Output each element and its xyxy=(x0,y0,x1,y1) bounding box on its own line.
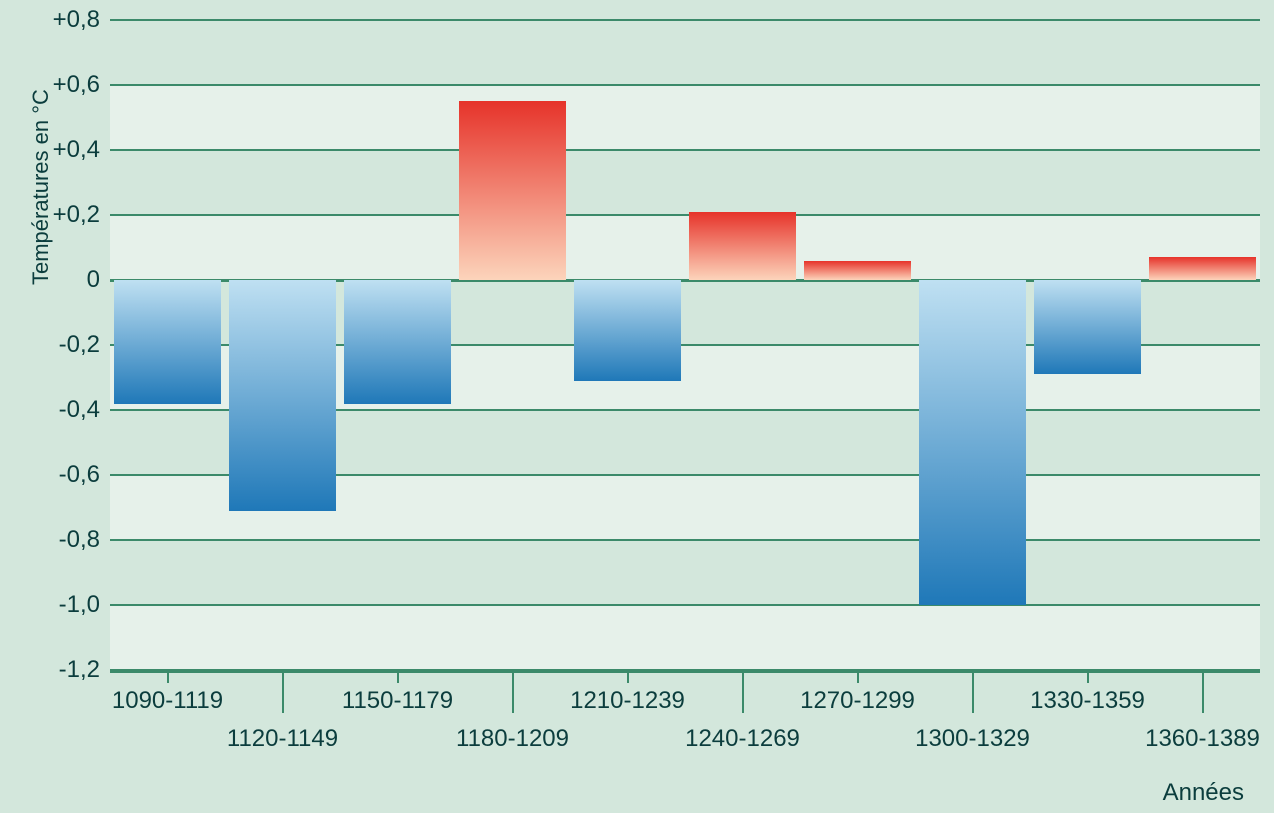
x-axis-label: Années xyxy=(1163,779,1244,807)
x-tick-label: 1270-1299 xyxy=(800,687,915,715)
bar xyxy=(574,280,681,381)
x-tick-label: 1240-1269 xyxy=(685,725,800,753)
x-tick-mark xyxy=(972,671,974,713)
x-tick-mark xyxy=(1087,671,1089,683)
x-tick-mark xyxy=(742,671,744,713)
y-tick-label: -1,0 xyxy=(30,591,100,619)
x-tick-mark xyxy=(1202,671,1204,713)
x-tick-mark xyxy=(397,671,399,683)
x-tick-mark xyxy=(627,671,629,683)
bar xyxy=(1034,280,1141,374)
x-tick-label: 1150-1179 xyxy=(342,687,453,715)
x-tick-label: 1120-1149 xyxy=(227,725,338,753)
y-tick-label: +0,8 xyxy=(30,6,100,34)
y-tick-label: -0,2 xyxy=(30,331,100,359)
y-axis-label: Températures en °C xyxy=(28,89,54,285)
bars-layer xyxy=(110,20,1260,670)
x-tick-label: 1330-1359 xyxy=(1030,687,1145,715)
x-tick-label: 1300-1329 xyxy=(915,725,1030,753)
x-tick-label: 1180-1209 xyxy=(456,725,569,753)
bar xyxy=(804,261,911,281)
x-tick-label: 1210-1239 xyxy=(570,687,685,715)
x-tick-mark xyxy=(857,671,859,683)
bar xyxy=(114,280,221,404)
bar xyxy=(1149,257,1256,280)
x-tick-label: 1090-1119 xyxy=(112,687,223,715)
y-tick-label: -0,8 xyxy=(30,526,100,554)
x-tick-mark xyxy=(167,671,169,683)
bar xyxy=(459,101,566,280)
bar xyxy=(344,280,451,404)
y-tick-label: -0,4 xyxy=(30,396,100,424)
plot-area xyxy=(110,20,1260,670)
bar xyxy=(229,280,336,511)
temperature-anomaly-bar-chart: +0,8+0,6+0,4+0,20-0,2-0,4-0,6-0,8-1,0-1,… xyxy=(0,0,1274,813)
x-tick-mark xyxy=(282,671,284,713)
y-tick-label: -0,6 xyxy=(30,461,100,489)
x-tick-mark xyxy=(512,671,514,713)
bar xyxy=(919,280,1026,605)
x-tick-label: 1360-1389 xyxy=(1145,725,1260,753)
y-tick-label: -1,2 xyxy=(30,656,100,684)
bar xyxy=(689,212,796,280)
